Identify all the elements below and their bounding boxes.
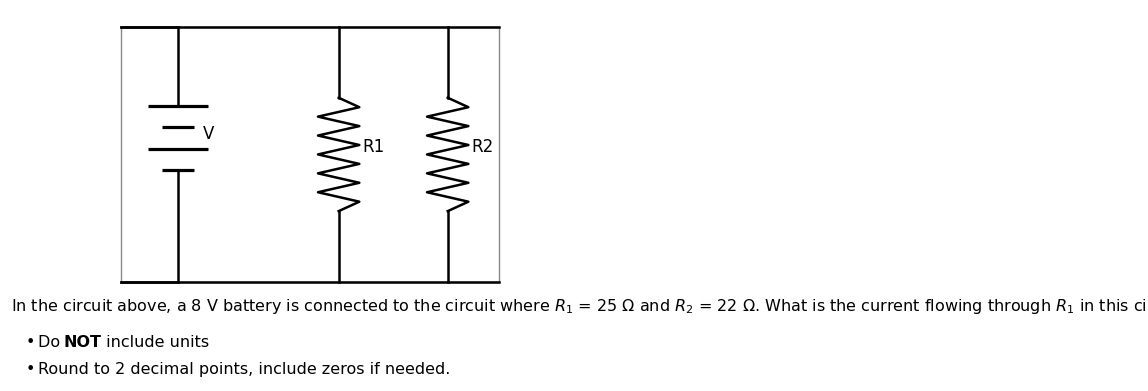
Text: Round to 2 decimal points, include zeros if needed.: Round to 2 decimal points, include zeros… [38,362,450,377]
Text: R2: R2 [472,138,494,156]
Text: Do: Do [38,335,65,350]
Text: NOT: NOT [63,335,101,350]
Text: •: • [25,335,34,350]
Text: •: • [25,362,34,377]
Bar [121,27,499,282]
Text: R1: R1 [363,138,385,156]
Text: include units: include units [101,335,209,350]
Text: In the circuit above, a 8 V battery is connected to the circuit where $R_1$ = 25: In the circuit above, a 8 V battery is c… [11,298,1148,316]
Text: V: V [203,125,215,143]
